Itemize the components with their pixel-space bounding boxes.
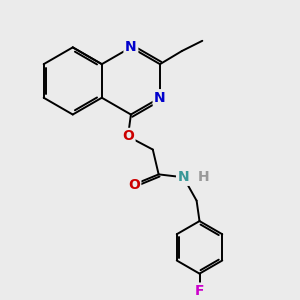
- Text: N: N: [178, 170, 189, 184]
- Text: N: N: [154, 91, 166, 105]
- Text: N: N: [125, 40, 137, 54]
- Text: O: O: [122, 129, 134, 143]
- Text: H: H: [198, 170, 210, 184]
- Text: F: F: [195, 284, 204, 298]
- Text: O: O: [128, 178, 140, 192]
